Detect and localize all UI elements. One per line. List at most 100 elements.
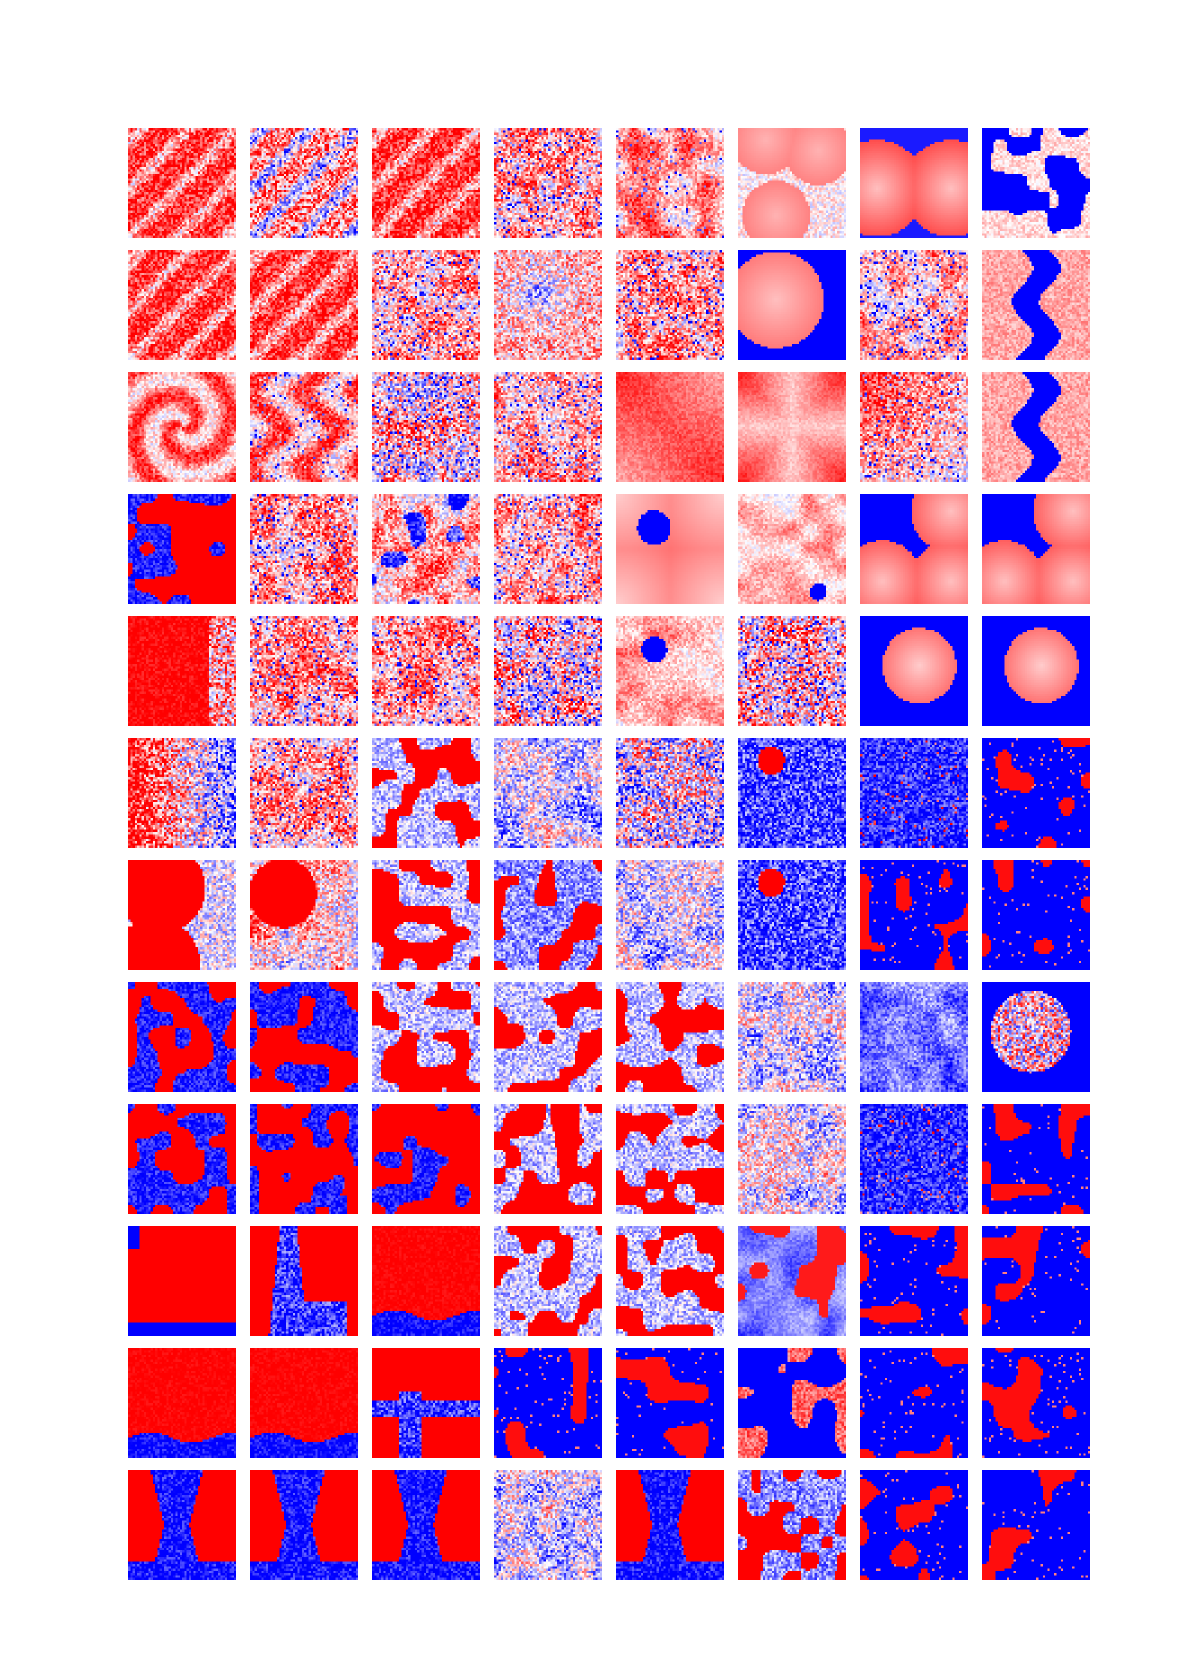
pattern-image xyxy=(860,494,968,604)
pattern-tile xyxy=(494,1104,602,1214)
pattern-image xyxy=(250,372,358,482)
pattern-image xyxy=(616,1226,724,1336)
pattern-image xyxy=(128,1104,236,1214)
pattern-tile xyxy=(494,1470,602,1580)
pattern-tile xyxy=(738,1470,846,1580)
pattern-tile xyxy=(738,1348,846,1458)
pattern-image xyxy=(738,128,846,238)
pattern-tile xyxy=(494,860,602,970)
pattern-image xyxy=(982,372,1090,482)
pattern-image xyxy=(494,1470,602,1580)
pattern-tile xyxy=(372,982,480,1092)
pattern-tile xyxy=(860,738,968,848)
pattern-tile xyxy=(982,250,1090,360)
pattern-tile xyxy=(738,738,846,848)
pattern-image xyxy=(982,250,1090,360)
pattern-tile xyxy=(616,1104,724,1214)
pattern-tile xyxy=(372,1226,480,1336)
pattern-image xyxy=(372,616,480,726)
pattern-image xyxy=(860,1226,968,1336)
pattern-tile xyxy=(982,494,1090,604)
pattern-tile xyxy=(860,250,968,360)
pattern-tile xyxy=(982,372,1090,482)
pattern-tile xyxy=(982,1470,1090,1580)
pattern-tile xyxy=(494,1348,602,1458)
pattern-image xyxy=(738,494,846,604)
pattern-tile xyxy=(860,372,968,482)
pattern-tile xyxy=(616,372,724,482)
pattern-image xyxy=(982,1348,1090,1458)
pattern-image xyxy=(738,1470,846,1580)
pattern-image xyxy=(738,738,846,848)
pattern-tile xyxy=(616,1470,724,1580)
pattern-image xyxy=(250,1348,358,1458)
pattern-image xyxy=(982,1470,1090,1580)
pattern-image xyxy=(128,860,236,970)
pattern-image xyxy=(372,982,480,1092)
pattern-image xyxy=(128,616,236,726)
pattern-image xyxy=(372,1470,480,1580)
pattern-tile xyxy=(616,494,724,604)
pattern-image xyxy=(128,128,236,238)
pattern-image xyxy=(372,1226,480,1336)
pattern-image xyxy=(738,1104,846,1214)
pattern-tile xyxy=(372,250,480,360)
pattern-image xyxy=(494,372,602,482)
pattern-image xyxy=(738,250,846,360)
pattern-tile xyxy=(860,1104,968,1214)
pattern-tile xyxy=(860,1348,968,1458)
pattern-image xyxy=(982,494,1090,604)
pattern-tile xyxy=(128,1470,236,1580)
pattern-tile xyxy=(738,494,846,604)
pattern-image xyxy=(494,860,602,970)
pattern-tile xyxy=(250,1348,358,1458)
pattern-image xyxy=(372,128,480,238)
pattern-tile xyxy=(982,982,1090,1092)
pattern-image xyxy=(616,982,724,1092)
pattern-tile xyxy=(738,250,846,360)
pattern-image xyxy=(860,128,968,238)
pattern-tile xyxy=(128,616,236,726)
pattern-image xyxy=(982,860,1090,970)
pattern-image xyxy=(128,1470,236,1580)
pattern-tile xyxy=(372,860,480,970)
pattern-tile xyxy=(860,128,968,238)
pattern-tile xyxy=(982,738,1090,848)
pattern-tile xyxy=(982,1348,1090,1458)
pattern-tile xyxy=(616,250,724,360)
pattern-tile xyxy=(616,860,724,970)
pattern-tile xyxy=(250,982,358,1092)
pattern-image xyxy=(738,1348,846,1458)
pattern-tile xyxy=(128,1348,236,1458)
pattern-image xyxy=(738,860,846,970)
pattern-tile xyxy=(372,372,480,482)
pattern-tile xyxy=(494,128,602,238)
pattern-image xyxy=(372,372,480,482)
pattern-image xyxy=(372,860,480,970)
pattern-tile xyxy=(128,738,236,848)
pattern-image xyxy=(494,250,602,360)
pattern-tile xyxy=(494,250,602,360)
pattern-tile xyxy=(860,860,968,970)
pattern-image xyxy=(738,372,846,482)
pattern-image xyxy=(982,616,1090,726)
pattern-tile xyxy=(250,250,358,360)
pattern-image xyxy=(494,1226,602,1336)
pattern-tile xyxy=(738,1226,846,1336)
pattern-tile xyxy=(372,616,480,726)
pattern-image xyxy=(250,616,358,726)
pattern-tile xyxy=(250,372,358,482)
pattern-tile xyxy=(128,860,236,970)
pattern-image xyxy=(128,738,236,848)
pattern-tile xyxy=(738,128,846,238)
pattern-image xyxy=(250,128,358,238)
pattern-tile xyxy=(250,1104,358,1214)
pattern-image xyxy=(128,372,236,482)
pattern-image xyxy=(860,738,968,848)
pattern-image xyxy=(860,372,968,482)
pattern-tile xyxy=(860,494,968,604)
pattern-tile xyxy=(372,494,480,604)
pattern-tile xyxy=(860,1226,968,1336)
pattern-tile xyxy=(128,250,236,360)
